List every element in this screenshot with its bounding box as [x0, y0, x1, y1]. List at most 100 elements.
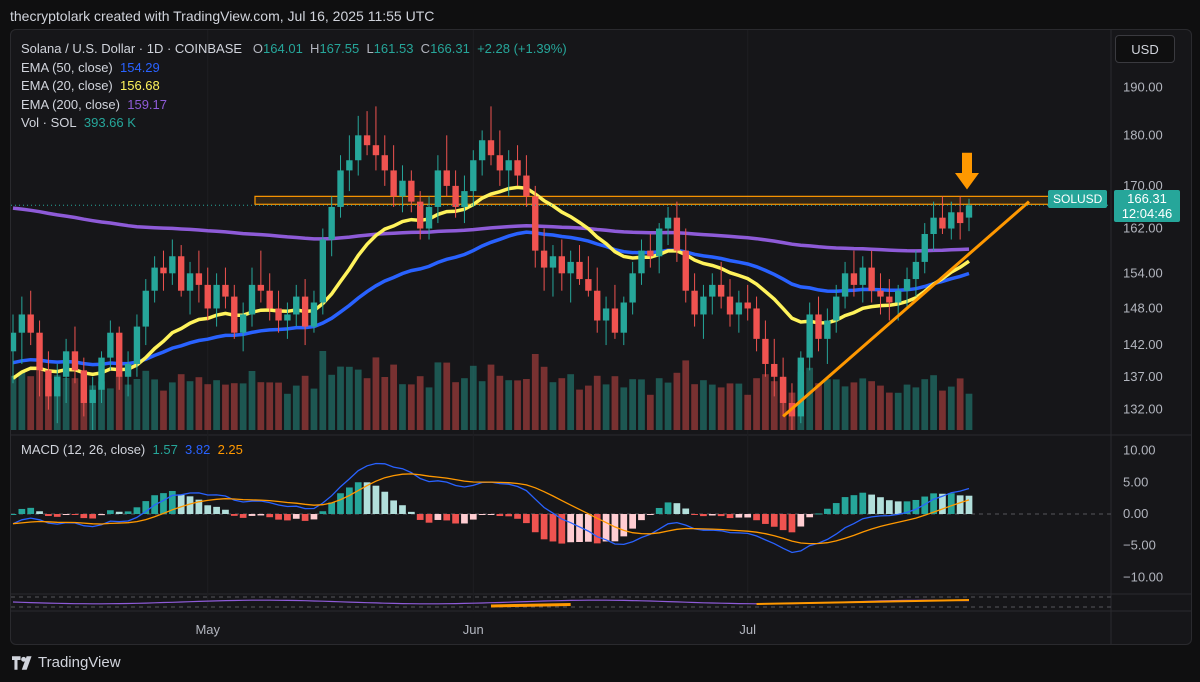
open-value: 164.01	[263, 41, 303, 56]
candle-body	[195, 273, 203, 285]
macd-histogram-bar	[877, 497, 884, 514]
volume-bar	[62, 378, 70, 430]
volume-bar	[806, 367, 814, 430]
price-tick-label: 137.00	[1123, 369, 1163, 384]
candle-body	[496, 155, 504, 171]
volume-bar	[523, 379, 530, 430]
ema50-line	[12, 230, 970, 367]
candle-body	[602, 308, 610, 321]
macd-histogram-bar	[222, 509, 229, 514]
price-tick-label: 170.00	[1123, 178, 1163, 193]
volume-bar	[151, 379, 158, 430]
symbol-title[interactable]: Solana / U.S. Dollar · 1D · COINBASE	[21, 41, 243, 56]
macd-histogram-bar	[921, 496, 929, 514]
macd-tick-label: 5.00	[1123, 474, 1148, 489]
macd-histogram-bar	[885, 500, 893, 514]
candle-body	[80, 370, 88, 403]
macd-histogram-bar	[266, 514, 274, 518]
volume-bar	[947, 386, 955, 430]
macd-legend[interactable]: MACD (12, 26, close) 1.57 3.82 2.25	[21, 442, 243, 457]
macd-histogram-bar	[80, 514, 88, 519]
volume-bar	[177, 374, 185, 430]
volume-bar	[230, 383, 238, 430]
macd-histogram-bar	[912, 499, 920, 514]
ema20-label: EMA (20, close)	[21, 78, 113, 93]
time-tick-label: May	[195, 622, 220, 637]
volume-bar	[868, 381, 875, 430]
macd-histogram-bar	[18, 508, 26, 514]
macd-histogram-bar	[301, 514, 309, 521]
bar-countdown: 12:04:46	[1121, 206, 1173, 221]
volume-bar	[372, 357, 380, 430]
macd-histogram-bar	[664, 502, 672, 514]
macd-histogram-bar	[930, 493, 937, 514]
macd-histogram-bar	[337, 493, 344, 514]
ema20-row[interactable]: EMA (20, close) 156.68	[21, 77, 567, 96]
macd-histogram-bar	[27, 507, 35, 514]
macd-histogram-bar	[744, 514, 752, 518]
candle-body	[833, 296, 840, 321]
macd-histogram-bar	[407, 511, 415, 514]
down-arrow-icon	[955, 152, 979, 190]
volume-bar	[124, 384, 132, 430]
macd-histogram-bar	[213, 506, 220, 514]
tradingview-logo-icon	[12, 655, 32, 670]
candle-body	[107, 332, 114, 358]
candle-body	[45, 370, 52, 397]
candle-body	[930, 217, 937, 234]
macd-histogram-bar	[160, 493, 167, 514]
candle-body	[231, 296, 238, 333]
candle-body	[903, 279, 911, 291]
chart-panel[interactable]: 190.00 180.00 170.00 162.00 154.00 148.00 142.…	[10, 29, 1192, 645]
volume-bar	[717, 387, 725, 430]
macd-histogram-bar	[505, 514, 513, 517]
candle-body	[169, 256, 176, 274]
candle-body	[532, 196, 539, 251]
volume-bar	[115, 376, 123, 430]
candle-body	[337, 170, 344, 207]
macd-signal-value: 2.25	[217, 442, 243, 457]
macd-histogram-bar	[602, 514, 610, 542]
volume-bar	[673, 372, 681, 430]
volume-bar	[646, 394, 654, 430]
ema200-row[interactable]: EMA (200, close) 159.17	[21, 96, 567, 115]
candle-body	[700, 296, 707, 315]
volume-bar	[239, 383, 247, 430]
tradingview-footer[interactable]: TradingView	[12, 654, 121, 671]
macd-histogram-bar	[36, 511, 43, 514]
volume-bar	[540, 366, 548, 430]
macd-histogram-bar	[496, 514, 504, 517]
volume-bar	[390, 364, 397, 430]
volume-bar	[98, 381, 105, 430]
candle-body	[310, 302, 318, 327]
volume-bar	[885, 392, 893, 430]
currency-button[interactable]: USD	[1115, 35, 1175, 63]
low-value: 161.53	[373, 41, 414, 56]
volume-bar	[691, 384, 698, 430]
candle-body	[594, 290, 601, 321]
macd-histogram-bar	[770, 514, 778, 527]
candle-body	[549, 256, 557, 268]
candle-body	[894, 290, 902, 303]
volume-bar	[18, 371, 26, 430]
volume-bar	[903, 384, 911, 430]
ema50-row[interactable]: EMA (50, close) 154.29	[21, 59, 567, 78]
candle-body	[390, 170, 397, 197]
volume-bar	[753, 378, 760, 430]
volume-bar	[770, 381, 778, 430]
volume-row[interactable]: Vol · SOL 393.66 K	[21, 114, 567, 133]
volume-bar	[585, 385, 592, 430]
macd-tick-label: −10.00	[1123, 569, 1163, 584]
candle-body	[585, 279, 592, 291]
candle-body	[709, 284, 716, 297]
chart-canvas[interactable]: 190.00 180.00 170.00 162.00 154.00 148.00 142.…	[11, 30, 1191, 644]
candle-body	[478, 140, 486, 161]
volume-bar	[602, 384, 610, 430]
candle-body	[293, 296, 300, 315]
volume-bar	[407, 384, 415, 430]
volume-bar	[399, 384, 406, 430]
candle-body	[319, 239, 327, 303]
volume-bar	[452, 382, 459, 430]
high-value: 167.55	[319, 41, 360, 56]
volume-bar	[354, 369, 362, 430]
